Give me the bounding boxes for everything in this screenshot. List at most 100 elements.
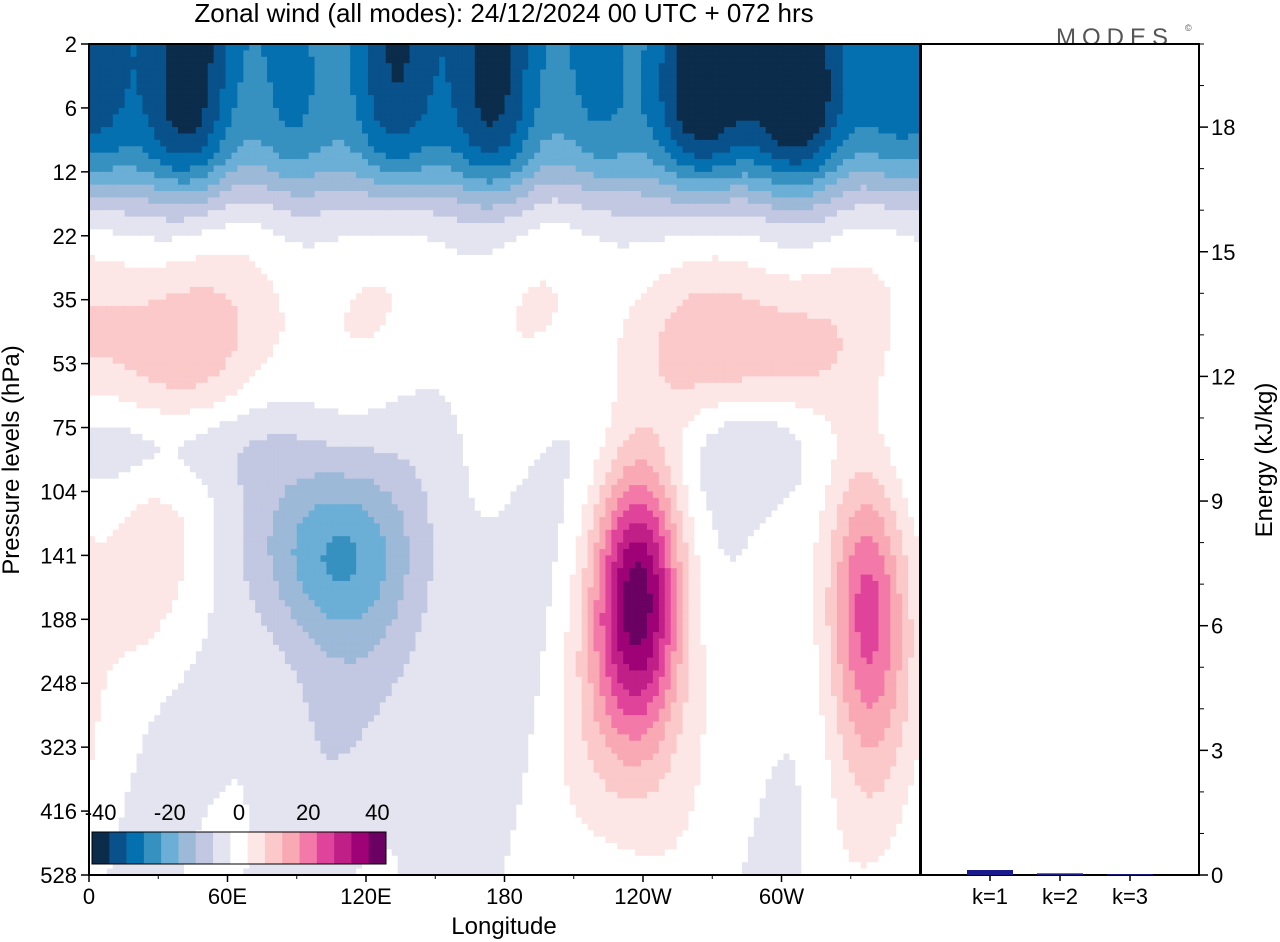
- field-cell: [344, 235, 351, 243]
- field-cell: [462, 159, 470, 167]
- field-cell: [682, 56, 690, 64]
- field-cell: [789, 50, 796, 58]
- field-cell: [379, 171, 387, 179]
- field-cell: [510, 152, 517, 160]
- field-cell: [397, 75, 405, 83]
- field-cell: [338, 44, 345, 51]
- field-cell: [373, 82, 381, 90]
- field-cell: [795, 120, 802, 128]
- field-cell: [462, 197, 470, 205]
- field-cell: [700, 101, 707, 109]
- field-cell: [730, 88, 737, 96]
- field-cell: [320, 197, 328, 205]
- field-cell: [183, 69, 191, 77]
- field-cell: [439, 107, 446, 115]
- field-cell: [623, 75, 630, 83]
- field-cell: [367, 75, 375, 83]
- field-cell: [284, 171, 292, 179]
- field-cell: [439, 75, 446, 83]
- field-cell: [302, 242, 310, 250]
- field-cell: [207, 120, 215, 128]
- field-cell: [379, 88, 387, 96]
- field-cell: [534, 88, 541, 96]
- field-cell: [148, 210, 155, 218]
- field-cell: [480, 267, 488, 275]
- field-cell: [872, 184, 880, 192]
- field-cell: [765, 63, 773, 71]
- field-cell: [641, 165, 648, 173]
- field-cell: [593, 203, 601, 211]
- field-cell: [166, 114, 173, 122]
- field-cell: [296, 114, 304, 122]
- field-cell: [551, 133, 559, 141]
- field-cell: [563, 171, 571, 179]
- field-cell: [789, 101, 796, 109]
- field-cell: [243, 184, 250, 192]
- field-cell: [641, 171, 648, 179]
- field-cell: [183, 56, 191, 64]
- field-cell: [819, 127, 826, 135]
- field-cell: [522, 101, 529, 109]
- field-cell: [563, 267, 571, 275]
- field-cell: [415, 203, 422, 211]
- field-cell: [118, 267, 126, 275]
- field-cell: [884, 248, 891, 256]
- field-cell: [546, 146, 553, 154]
- field-cell: [658, 165, 666, 173]
- field-cell: [872, 159, 880, 167]
- field-cell: [741, 63, 749, 71]
- field-cell: [207, 235, 215, 243]
- field-cell: [528, 178, 535, 186]
- field-cell: [848, 191, 856, 199]
- field-cell: [700, 82, 707, 90]
- field-cell: [160, 197, 167, 205]
- field-cell: [908, 171, 915, 179]
- field-cell: [278, 248, 286, 256]
- field-cell: [89, 56, 96, 64]
- field-cell: [189, 50, 197, 58]
- field-cell: [403, 203, 411, 211]
- field-cell: [332, 229, 339, 237]
- field-cell: [890, 222, 897, 230]
- field-cell: [617, 120, 624, 128]
- field-cell: [896, 50, 903, 58]
- field-cell: [830, 165, 838, 173]
- field-cell: [854, 184, 862, 192]
- field-cell: [510, 261, 517, 269]
- field-cell: [344, 44, 351, 51]
- field-cell: [694, 133, 701, 141]
- field-cell: [575, 171, 583, 179]
- field-cell: [753, 75, 761, 83]
- field-cell: [860, 216, 868, 224]
- field-cell: [700, 63, 707, 71]
- field-cell: [534, 267, 541, 275]
- field-cell: [641, 210, 648, 218]
- field-cell: [789, 95, 796, 103]
- field-cell: [706, 107, 713, 115]
- field-cell: [593, 254, 601, 262]
- field-cell: [836, 210, 844, 218]
- field-cell: [528, 82, 535, 90]
- field-cell: [700, 56, 707, 64]
- field-cell: [914, 203, 920, 211]
- field-cell: [664, 165, 672, 173]
- field-cell: [522, 146, 529, 154]
- field-cell: [403, 210, 411, 218]
- field-cell: [397, 107, 405, 115]
- field-cell: [528, 171, 535, 179]
- field-cell: [718, 242, 725, 250]
- field-cell: [902, 139, 909, 147]
- field-cell: [219, 63, 227, 71]
- field-cell: [819, 152, 826, 160]
- field-cell: [427, 197, 434, 205]
- field-cell: [765, 56, 773, 64]
- field-cell: [546, 203, 553, 211]
- field-cell: [635, 120, 642, 128]
- field-cell: [676, 133, 684, 141]
- field-cell: [551, 56, 559, 64]
- field-cell: [379, 261, 387, 269]
- field-cell: [587, 222, 595, 230]
- field-cell: [848, 88, 856, 96]
- field-cell: [468, 95, 476, 103]
- field-cell: [237, 152, 244, 160]
